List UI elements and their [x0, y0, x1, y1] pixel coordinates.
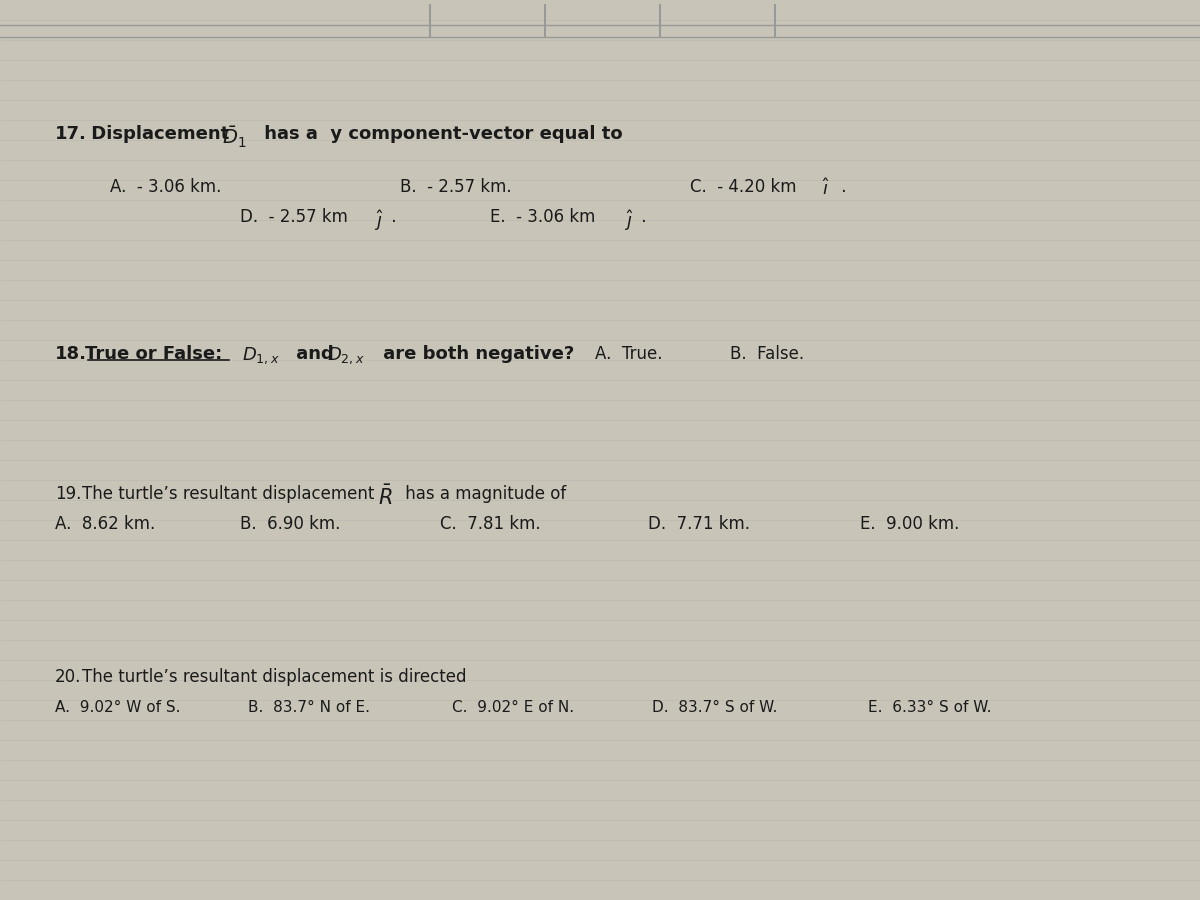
Text: E.  - 3.06 km: E. - 3.06 km [490, 208, 601, 226]
Text: $\hat{\jmath}$: $\hat{\jmath}$ [374, 208, 384, 233]
Text: has a magnitude of: has a magnitude of [400, 485, 566, 503]
Text: Displacement: Displacement [85, 125, 235, 143]
Text: has a  y component-vector equal to: has a y component-vector equal to [258, 125, 623, 143]
Text: A.  - 3.06 km.: A. - 3.06 km. [110, 178, 221, 196]
Text: and: and [290, 345, 340, 363]
Text: True or False:: True or False: [85, 345, 222, 363]
Text: E.  6.33° S of W.: E. 6.33° S of W. [868, 700, 991, 715]
Text: $\bar{R}$: $\bar{R}$ [378, 485, 392, 509]
Text: 20.: 20. [55, 668, 82, 686]
Text: .: . [386, 208, 396, 226]
Text: The turtle’s resultant displacement is directed: The turtle’s resultant displacement is d… [82, 668, 467, 686]
Text: E.  9.00 km.: E. 9.00 km. [860, 515, 959, 533]
Text: $\hat{\imath}$: $\hat{\imath}$ [822, 178, 830, 199]
Text: are both negative?: are both negative? [377, 345, 575, 363]
Text: The turtle’s resultant displacement: The turtle’s resultant displacement [82, 485, 379, 503]
Text: $D_{1,x}$: $D_{1,x}$ [242, 345, 280, 365]
Text: C.  7.81 km.: C. 7.81 km. [440, 515, 541, 533]
Text: C.  - 4.20 km: C. - 4.20 km [690, 178, 802, 196]
Text: B.  False.: B. False. [730, 345, 804, 363]
Text: A.  True.: A. True. [595, 345, 662, 363]
Text: B.  6.90 km.: B. 6.90 km. [240, 515, 341, 533]
Text: 18.: 18. [55, 345, 88, 363]
Text: A.  8.62 km.: A. 8.62 km. [55, 515, 155, 533]
Text: B.  83.7° N of E.: B. 83.7° N of E. [248, 700, 370, 715]
Text: 19.: 19. [55, 485, 82, 503]
Text: $D_{2,x}$: $D_{2,x}$ [326, 345, 365, 365]
Text: C.  9.02° E of N.: C. 9.02° E of N. [452, 700, 574, 715]
Text: B.  - 2.57 km.: B. - 2.57 km. [400, 178, 511, 196]
Text: A.  9.02° W of S.: A. 9.02° W of S. [55, 700, 180, 715]
Text: $\bar{D}_1$: $\bar{D}_1$ [222, 125, 246, 150]
Text: .: . [636, 208, 647, 226]
Text: $\hat{\jmath}$: $\hat{\jmath}$ [624, 208, 634, 233]
Text: D.  83.7° S of W.: D. 83.7° S of W. [652, 700, 778, 715]
Text: D.  - 2.57 km: D. - 2.57 km [240, 208, 353, 226]
Text: .: . [836, 178, 846, 196]
Text: D.  7.71 km.: D. 7.71 km. [648, 515, 750, 533]
Text: 17.: 17. [55, 125, 86, 143]
